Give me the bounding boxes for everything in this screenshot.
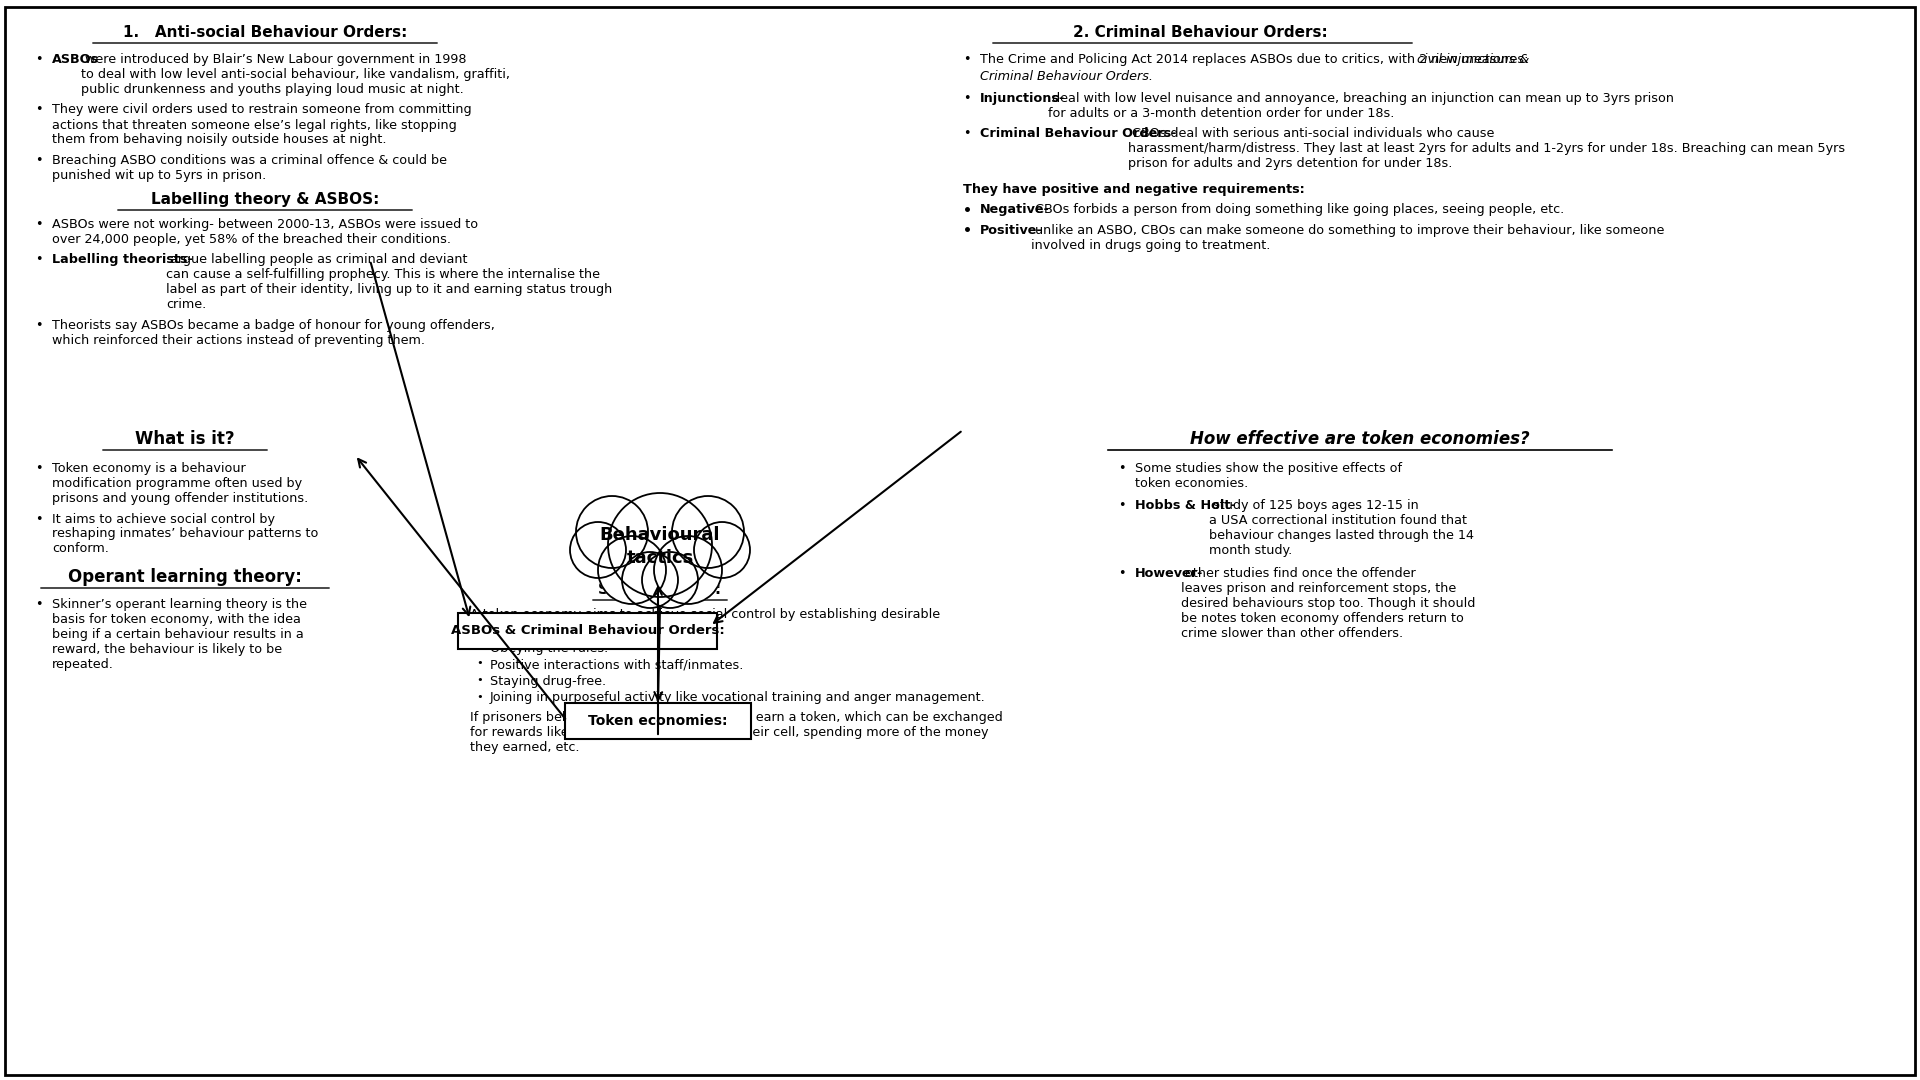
Text: CBOs forbids a person from doing something like going places, seeing people, etc: CBOs forbids a person from doing somethi… bbox=[1031, 203, 1565, 216]
Text: Operant learning theory:: Operant learning theory: bbox=[67, 568, 301, 586]
Text: Token economy is a behaviour
modification programme often used by
prisons and yo: Token economy is a behaviour modificatio… bbox=[52, 462, 309, 505]
Text: study of 125 boys ages 12-15 in
a USA correctional institution found that
behavi: study of 125 boys ages 12-15 in a USA co… bbox=[1210, 499, 1475, 557]
Text: Skinner’s operant learning theory is the
basis for token economy, with the idea
: Skinner’s operant learning theory is the… bbox=[52, 598, 307, 671]
Text: •: • bbox=[35, 462, 42, 475]
Text: •: • bbox=[35, 513, 42, 526]
Text: •: • bbox=[964, 224, 972, 238]
Text: Joining in purposeful activity like vocational training and anger management.: Joining in purposeful activity like voca… bbox=[490, 691, 985, 704]
Text: •: • bbox=[476, 675, 482, 685]
Circle shape bbox=[622, 552, 678, 608]
Text: tactics: tactics bbox=[626, 549, 693, 567]
Text: The Crime and Policing Act 2014 replaces ASBOs due to critics, with 2 new measur: The Crime and Policing Act 2014 replaces… bbox=[979, 53, 1532, 66]
Text: •: • bbox=[1117, 462, 1125, 475]
Text: •: • bbox=[35, 154, 42, 167]
Text: •: • bbox=[1117, 499, 1125, 512]
Circle shape bbox=[672, 496, 745, 568]
Text: Positive-: Positive- bbox=[979, 224, 1043, 237]
Text: other studies find once the offender
leaves prison and reinforcement stops, the
: other studies find once the offender lea… bbox=[1181, 567, 1475, 640]
Text: •: • bbox=[1117, 567, 1125, 580]
Text: Behavioural: Behavioural bbox=[599, 526, 720, 544]
Text: Social control:: Social control: bbox=[599, 582, 722, 597]
FancyBboxPatch shape bbox=[459, 613, 716, 649]
Text: •: • bbox=[35, 53, 42, 66]
Circle shape bbox=[609, 492, 712, 597]
Text: Criminal Behaviour Orders.: Criminal Behaviour Orders. bbox=[979, 70, 1152, 83]
Text: However-: However- bbox=[1135, 567, 1204, 580]
Text: It aims to achieve social control by
reshaping inmates’ behaviour patterns to
co: It aims to achieve social control by res… bbox=[52, 513, 319, 555]
Circle shape bbox=[693, 522, 751, 578]
Text: •: • bbox=[35, 218, 42, 231]
Circle shape bbox=[655, 536, 722, 604]
Text: ASBOs & Criminal Behaviour Orders:: ASBOs & Criminal Behaviour Orders: bbox=[451, 624, 724, 637]
Text: Labelling theory & ASBOS:: Labelling theory & ASBOS: bbox=[152, 192, 378, 207]
Text: deal with low level nuisance and annoyance, breaching an injunction can mean up : deal with low level nuisance and annoyan… bbox=[1048, 92, 1674, 120]
Text: Token economies:: Token economies: bbox=[588, 714, 728, 728]
Text: unlike an ASBO, CBOs can make someone do something to improve their behaviour, l: unlike an ASBO, CBOs can make someone do… bbox=[1031, 224, 1665, 252]
Text: 2. Criminal Behaviour Orders:: 2. Criminal Behaviour Orders: bbox=[1073, 25, 1327, 40]
Text: •: • bbox=[964, 92, 970, 105]
Text: Staying drug-free.: Staying drug-free. bbox=[490, 675, 607, 688]
Text: •: • bbox=[476, 659, 482, 669]
Text: argue labelling people as criminal and deviant
can cause a self-fulfilling proph: argue labelling people as criminal and d… bbox=[165, 253, 612, 311]
Text: Obeying the rules.: Obeying the rules. bbox=[490, 642, 609, 654]
Text: Theorists say ASBOs became a badge of honour for young offenders,
which reinforc: Theorists say ASBOs became a badge of ho… bbox=[52, 319, 495, 347]
Circle shape bbox=[641, 552, 699, 608]
Text: •: • bbox=[35, 598, 42, 611]
Text: They were civil orders used to restrain someone from committing
actions that thr: They were civil orders used to restrain … bbox=[52, 104, 472, 147]
Text: •: • bbox=[35, 319, 42, 332]
Text: •: • bbox=[964, 203, 972, 217]
Text: If prisoners behave in the desired way, they earn a token, which can be exchange: If prisoners behave in the desired way, … bbox=[470, 711, 1002, 754]
Text: Criminal Behaviour Orders-: Criminal Behaviour Orders- bbox=[979, 127, 1177, 140]
FancyBboxPatch shape bbox=[564, 703, 751, 739]
Text: How effective are token economies?: How effective are token economies? bbox=[1190, 430, 1530, 448]
Text: Positive interactions with staff/inmates.: Positive interactions with staff/inmates… bbox=[490, 659, 743, 672]
Text: CBOs deal with serious anti-social individuals who cause
harassment/harm/distres: CBOs deal with serious anti-social indiv… bbox=[1129, 127, 1845, 170]
Text: •: • bbox=[476, 642, 482, 652]
Text: A token economy aims to achieve social control by establishing desirable
behavio: A token economy aims to achieve social c… bbox=[470, 608, 941, 636]
Text: •: • bbox=[964, 127, 970, 140]
Text: Breaching ASBO conditions was a criminal offence & could be
punished wit up to 5: Breaching ASBO conditions was a criminal… bbox=[52, 154, 447, 183]
Text: Negative-: Negative- bbox=[979, 203, 1050, 216]
Text: •: • bbox=[476, 691, 482, 702]
Text: Labelling theorists-: Labelling theorists- bbox=[52, 253, 192, 266]
Text: •: • bbox=[964, 53, 970, 66]
Text: were introduced by Blair’s New Labour government in 1998
to deal with low level : were introduced by Blair’s New Labour go… bbox=[81, 53, 509, 96]
Text: •: • bbox=[35, 104, 42, 117]
Text: Hobbs & Holt-: Hobbs & Holt- bbox=[1135, 499, 1236, 512]
Circle shape bbox=[597, 536, 666, 604]
Text: What is it?: What is it? bbox=[134, 430, 234, 448]
Text: •: • bbox=[35, 253, 42, 266]
Text: Injunctions-: Injunctions- bbox=[979, 92, 1066, 105]
Text: 1.   Anti-social Behaviour Orders:: 1. Anti-social Behaviour Orders: bbox=[123, 25, 407, 40]
Text: They have positive and negative requirements:: They have positive and negative requirem… bbox=[964, 184, 1306, 197]
Circle shape bbox=[570, 522, 626, 578]
Text: Some studies show the positive effects of
token economies.: Some studies show the positive effects o… bbox=[1135, 462, 1402, 490]
Text: ASBOs: ASBOs bbox=[52, 53, 100, 66]
Text: civil injunctions &: civil injunctions & bbox=[1417, 53, 1528, 66]
Circle shape bbox=[576, 496, 649, 568]
Text: ASBOs were not working- between 2000-13, ASBOs were issued to
over 24,000 people: ASBOs were not working- between 2000-13,… bbox=[52, 218, 478, 246]
